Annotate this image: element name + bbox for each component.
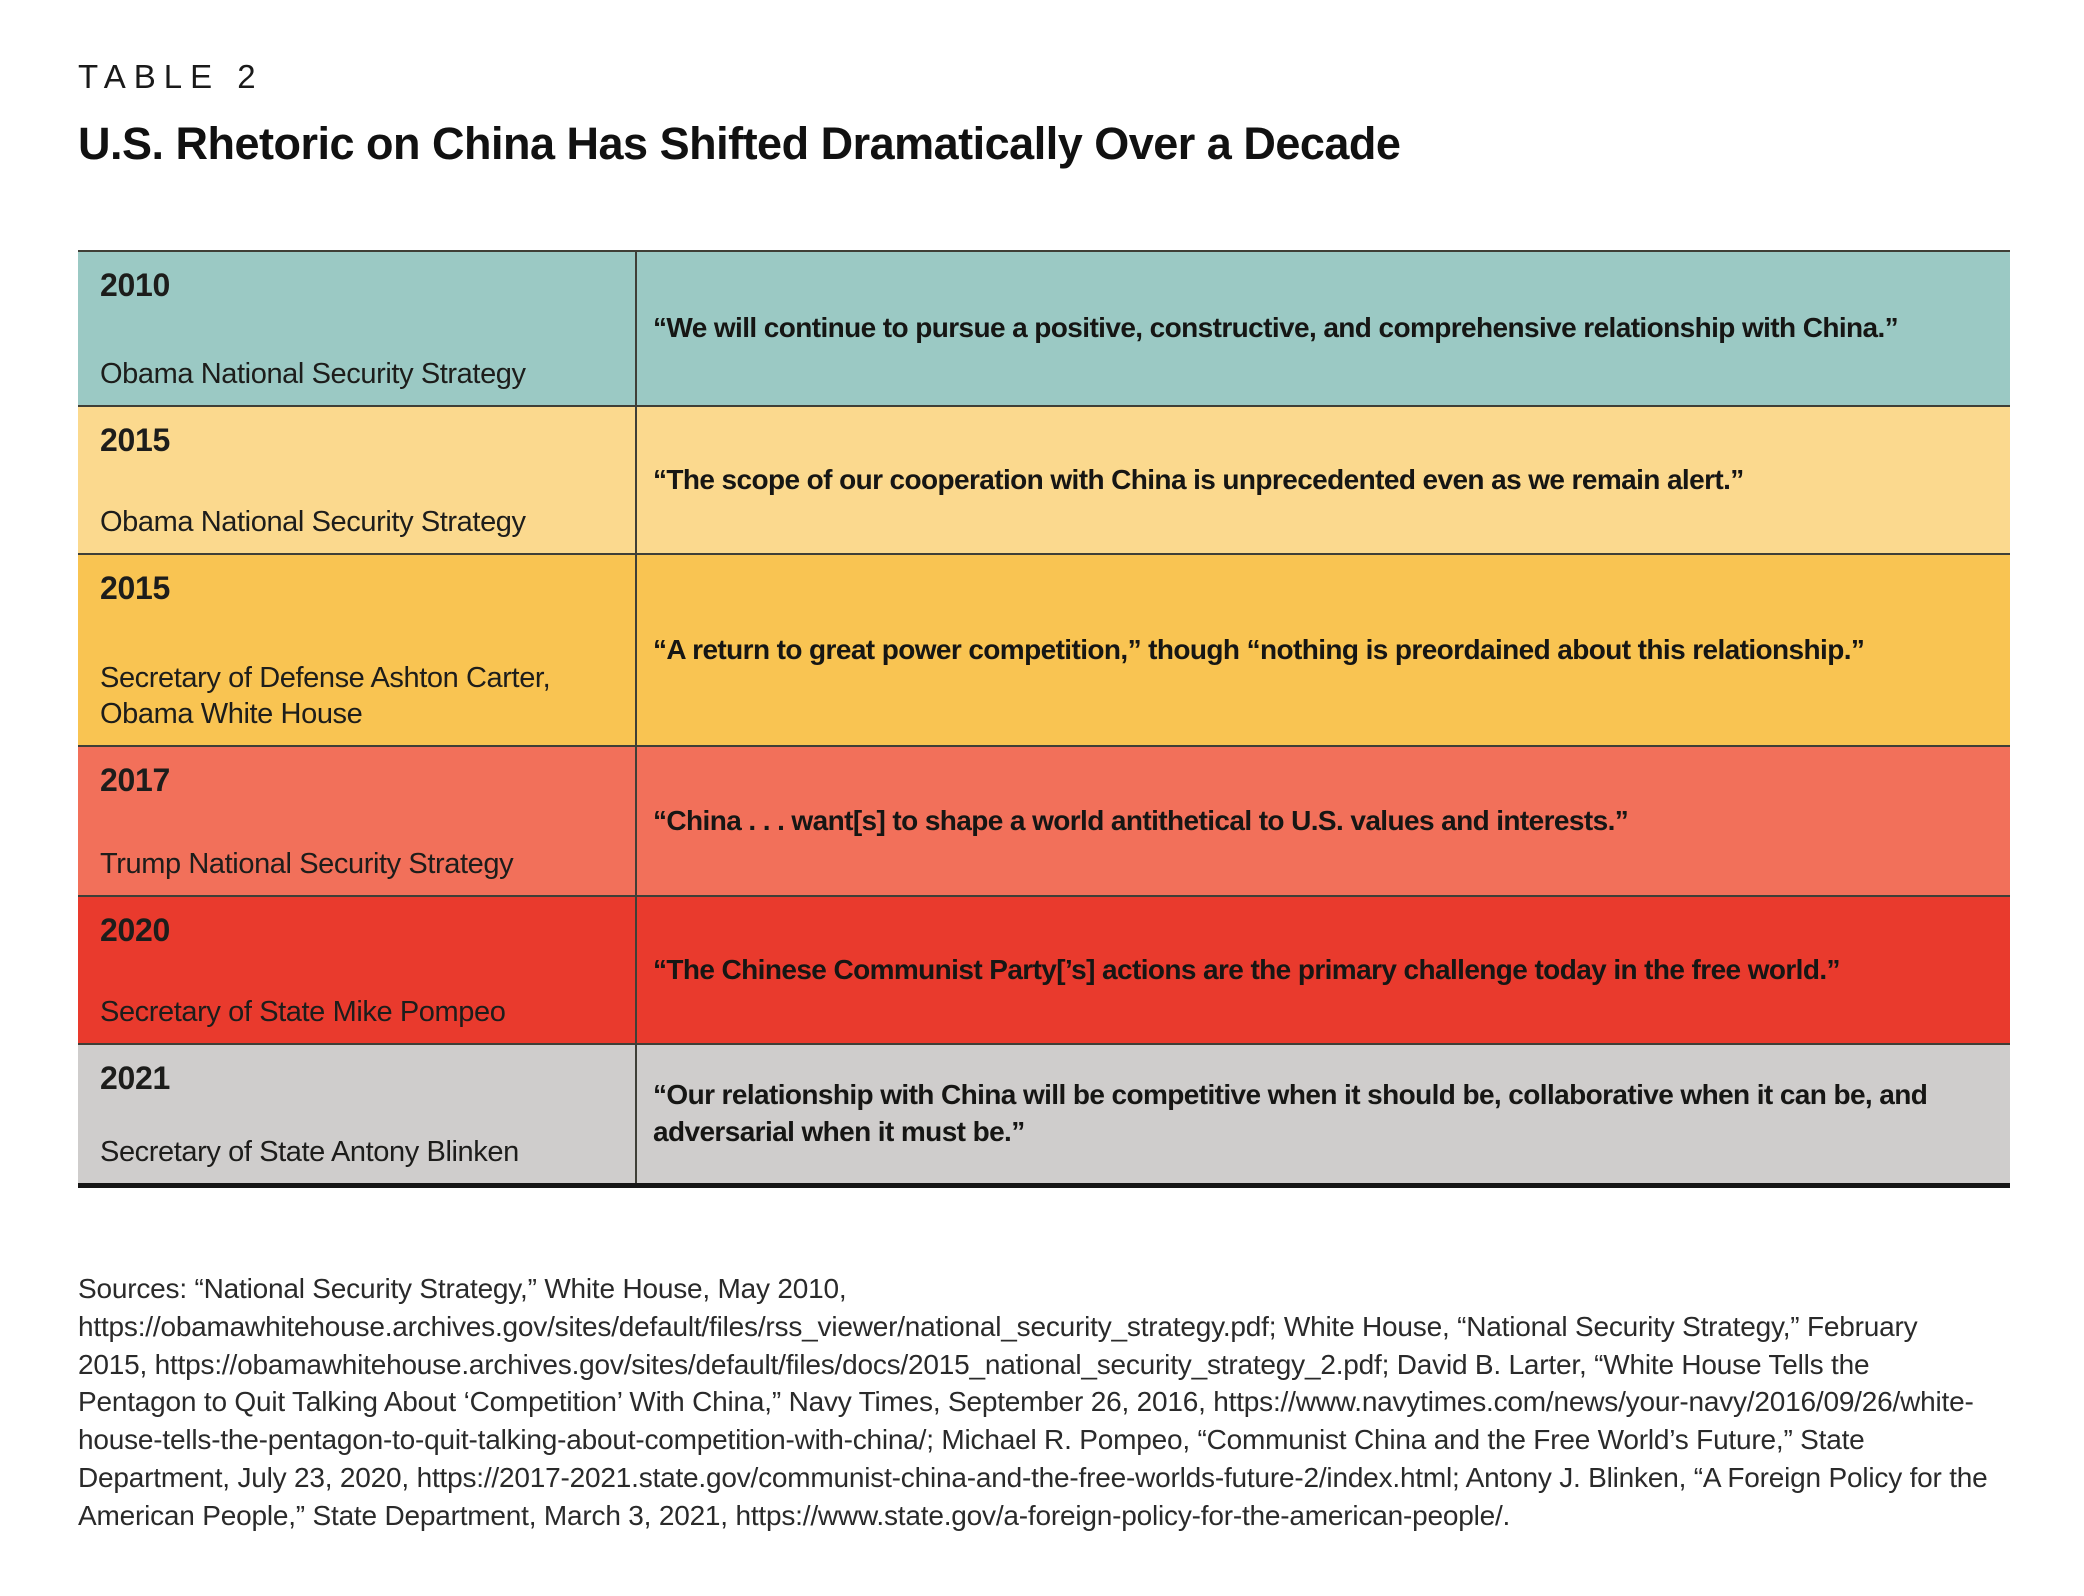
quote-cell: “The scope of our cooperation with China… [637, 407, 2010, 553]
rhetoric-table: 2010 Obama National Security Strategy “W… [78, 250, 2010, 1188]
source-cell: 2020 Secretary of State Mike Pompeo [78, 897, 637, 1043]
row-attribution: Secretary of State Antony Blinken [100, 1135, 519, 1168]
quote-cell: “The Chinese Communist Party[’s] actions… [637, 897, 2010, 1043]
row-year: 2010 [100, 267, 170, 303]
row-quote: “We will continue to pursue a positive, … [653, 312, 1899, 344]
row-quote: “China . . . want[s] to shape a world an… [653, 804, 1629, 836]
row-attribution: Trump National Security Strategy [100, 847, 514, 880]
row-year: 2015 [100, 422, 170, 458]
quote-cell: “China . . . want[s] to shape a world an… [637, 747, 2010, 895]
row-year: 2015 [100, 570, 170, 606]
table-row: 2017 Trump National Security Strategy “C… [78, 745, 2010, 895]
row-attribution: Secretary of Defense Ashton Carter, Obam… [100, 662, 551, 730]
row-quote: “The scope of our cooperation with China… [653, 463, 1744, 495]
source-cell: 2015 Secretary of Defense Ashton Carter,… [78, 555, 637, 745]
row-year: 2021 [100, 1060, 170, 1096]
table-number-label: TABLE 2 [78, 58, 264, 95]
source-cell: 2010 Obama National Security Strategy [78, 252, 637, 405]
row-attribution: Obama National Security Strategy [100, 357, 526, 390]
table-row: 2010 Obama National Security Strategy “W… [78, 252, 2010, 405]
row-attribution: Obama National Security Strategy [100, 505, 526, 538]
row-year: 2017 [100, 762, 170, 798]
row-attribution: Secretary of State Mike Pompeo [100, 995, 506, 1028]
row-year: 2020 [100, 912, 170, 948]
source-cell: 2015 Obama National Security Strategy [78, 407, 637, 553]
row-quote: “Our relationship with China will be com… [653, 1079, 1928, 1147]
source-cell: 2021 Secretary of State Antony Blinken [78, 1045, 637, 1183]
row-quote: “A return to great power competition,” t… [653, 633, 1865, 665]
table-row: 2021 Secretary of State Antony Blinken “… [78, 1043, 2010, 1183]
table-row: 2015 Secretary of Defense Ashton Carter,… [78, 553, 2010, 745]
page-title: U.S. Rhetoric on China Has Shifted Drama… [78, 118, 1401, 169]
quote-cell: “We will continue to pursue a positive, … [637, 252, 2010, 405]
source-cell: 2017 Trump National Security Strategy [78, 747, 637, 895]
row-quote: “The Chinese Communist Party[’s] actions… [653, 953, 1841, 985]
quote-cell: “A return to great power competition,” t… [637, 555, 2010, 745]
table-row: 2015 Obama National Security Strategy “T… [78, 405, 2010, 553]
quote-cell: “Our relationship with China will be com… [637, 1045, 2010, 1183]
sources-note: Sources: “National Security Strategy,” W… [78, 1273, 1988, 1531]
table-row: 2020 Secretary of State Mike Pompeo “The… [78, 895, 2010, 1043]
